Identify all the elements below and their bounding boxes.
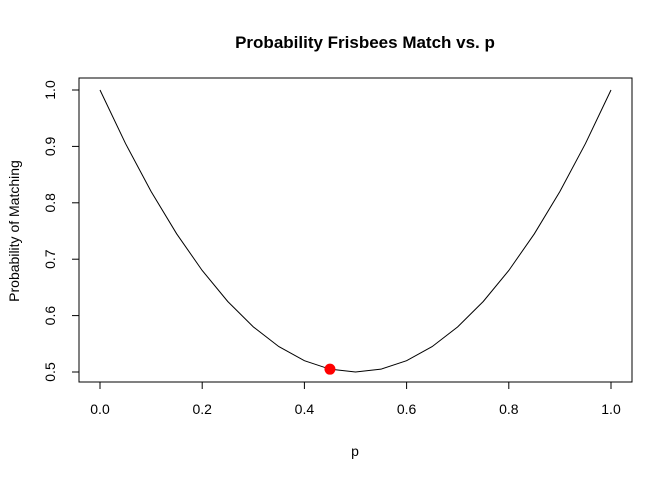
y-tick-label: 0.9 [42,136,58,156]
y-tick-label: 1.0 [42,80,58,100]
x-tick-label: 1.0 [601,401,621,417]
x-axis: 0.0 0.2 0.4 0.6 0.8 1.0 [90,381,621,417]
y-tick-label: 0.6 [42,306,58,326]
x-tick-label: 0.0 [90,401,110,417]
y-tick-label: 0.8 [42,193,58,213]
plot-area-border [78,77,633,383]
series-layer [99,89,612,373]
x-tick-label: 0.2 [192,401,212,417]
y-tick-label: 0.7 [42,249,58,269]
series-line [99,89,612,373]
y-axis: 0.5 0.6 0.7 0.8 0.9 1.0 [42,80,80,382]
y-tick-label: 0.5 [42,362,58,382]
marker-layer [324,363,336,375]
highlight-point [324,363,336,375]
x-axis-label: p [351,443,359,459]
y-axis-label: Probability of Matching [6,160,22,302]
x-tick-label: 0.8 [499,401,519,417]
x-tick-label: 0.4 [295,401,315,417]
x-tick-label: 0.6 [397,401,417,417]
chart-title: Probability Frisbees Match vs. p [235,33,495,52]
